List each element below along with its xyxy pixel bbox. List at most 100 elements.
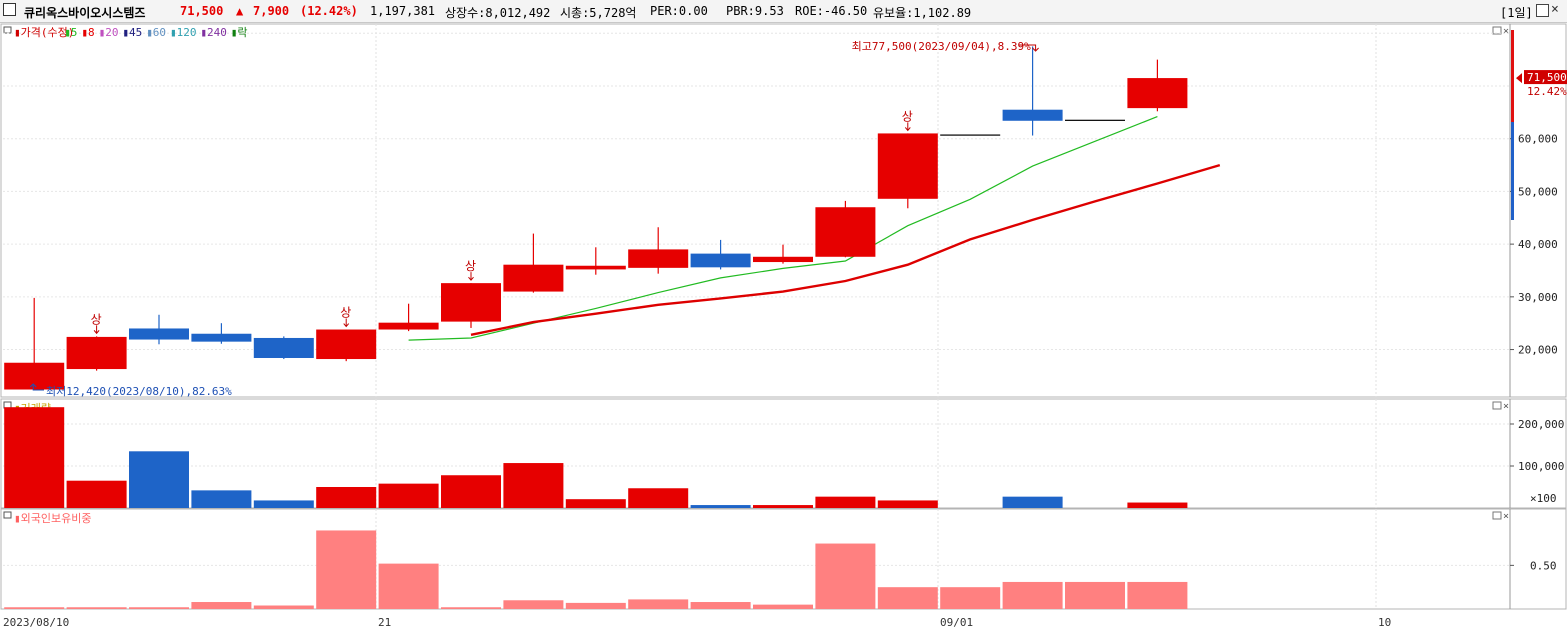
panel-collapse-icon[interactable] (3, 511, 12, 519)
panel-restore-icon[interactable] (1492, 511, 1502, 520)
candle-body[interactable] (503, 264, 564, 292)
volume-bar[interactable] (4, 407, 65, 508)
intensity-down-bar (1511, 122, 1514, 220)
candle-body[interactable] (1065, 119, 1125, 121)
foreign-ratio-bar[interactable] (378, 563, 439, 609)
legend-item[interactable]: ▮5 (64, 26, 77, 39)
price-change-pct: (12.42%) (300, 4, 358, 18)
close-icon[interactable]: × (1551, 2, 1559, 17)
candle-body[interactable] (690, 253, 751, 268)
candle-body[interactable] (877, 133, 938, 199)
legend-item[interactable]: ▮8 (81, 26, 94, 39)
y-tick-label: 40,000 (1518, 238, 1558, 251)
foreign-ratio-bar[interactable] (1127, 581, 1188, 609)
foreign-ratio-bar[interactable] (753, 604, 813, 609)
limit-up-label: 상 (91, 312, 102, 326)
maximize-icon[interactable] (1536, 4, 1549, 17)
ma8-line (470, 163, 1221, 336)
candle-body[interactable] (378, 322, 439, 330)
legend-item[interactable]: ▮240 (200, 26, 227, 39)
window-checkbox[interactable] (3, 3, 16, 16)
candle-body[interactable] (940, 134, 1001, 136)
limit-up-label: 상 (902, 109, 913, 123)
panel-close-icon[interactable]: × (1503, 511, 1509, 522)
retention-rate: 유보율:1,102.89 (873, 6, 972, 20)
volume-bar[interactable] (565, 499, 626, 508)
volume-bar[interactable] (753, 505, 813, 508)
foreign-ratio-bar[interactable] (815, 543, 876, 609)
per-value: PER:0.00 (650, 4, 708, 18)
change-arrow-icon: ▲ (236, 4, 244, 18)
y-tick-label: 200,000 (1518, 418, 1564, 431)
candle-body[interactable] (191, 333, 252, 342)
volume-bar[interactable] (815, 496, 876, 508)
intensity-up-bar (1511, 30, 1514, 122)
candle-body[interactable] (753, 256, 813, 263)
legend-item[interactable]: ▮120 (170, 26, 197, 39)
foreign-ratio-bar[interactable] (316, 530, 377, 609)
panel-collapse-icon[interactable] (3, 26, 12, 34)
volume-bar[interactable] (316, 487, 377, 508)
foreign-ratio-bar[interactable] (129, 607, 189, 609)
volume-bar[interactable] (690, 505, 751, 508)
legend-item[interactable]: ▮락 (231, 26, 248, 39)
foreign-ratio-bar[interactable] (66, 607, 127, 609)
volume-bar[interactable] (253, 500, 314, 508)
candle-body[interactable] (129, 328, 189, 340)
panel-close-icon[interactable]: × (1503, 401, 1509, 412)
volume-bar[interactable] (877, 500, 938, 508)
volume-bar[interactable] (129, 451, 189, 508)
limit-up-arrow-icon (468, 272, 474, 281)
foreign-ratio-bar[interactable] (940, 587, 1001, 609)
volume-bar[interactable] (628, 488, 689, 508)
foreign-ratio-bar[interactable] (1065, 581, 1125, 609)
panel-restore-icon[interactable] (1492, 26, 1502, 35)
foreign-ratio-bar[interactable] (565, 602, 626, 609)
x-tick-label: 10 (1378, 616, 1391, 629)
x-tick-label: 21 (378, 616, 391, 629)
candle-body[interactable] (628, 249, 689, 268)
foreign-ratio-bar[interactable] (628, 599, 689, 609)
candle-body[interactable] (1127, 78, 1188, 109)
candle-body[interactable] (66, 336, 127, 370)
candle-body[interactable] (441, 283, 501, 322)
foreign-ratio-bar[interactable] (253, 605, 314, 609)
foreign-ratio-bar[interactable] (690, 602, 751, 609)
x-tick-label: 09/01 (940, 616, 973, 629)
foreign-ratio-bar[interactable] (877, 587, 938, 609)
volume-bar[interactable] (503, 463, 564, 508)
panel-collapse-icon[interactable] (3, 401, 12, 409)
volume-bar[interactable] (1002, 496, 1063, 508)
volume-bar[interactable] (1127, 502, 1188, 508)
volume-bar[interactable] (378, 483, 439, 508)
volume-bar[interactable] (191, 490, 252, 508)
candle-body[interactable] (316, 329, 377, 360)
candle-body[interactable] (815, 207, 876, 257)
candle-body[interactable] (253, 337, 314, 358)
current-pct-label: 12.42% (1527, 85, 1567, 98)
foreign-ratio-bar[interactable] (1002, 581, 1063, 609)
candle-body[interactable] (565, 265, 626, 270)
foreign-ratio-bar[interactable] (441, 607, 501, 609)
candle-body[interactable] (1002, 109, 1063, 121)
legend-item[interactable]: ▮45 (122, 26, 142, 39)
period-selector[interactable]: [1일] (1500, 6, 1533, 20)
roe-value: ROE:-46.50 (795, 4, 868, 18)
trade-volume: 1,197,381 (370, 4, 436, 18)
panel-close-icon[interactable]: × (1503, 26, 1509, 37)
x-tick-label: 2023/08/10 (3, 616, 69, 629)
low-annotation: 최저12,420(2023/08/10),82.63% (46, 385, 232, 398)
legend-item[interactable]: ▮20 (99, 26, 119, 39)
listed-shares: 상장수:8,012,492 (445, 6, 551, 20)
foreign-ratio-bar[interactable] (191, 602, 252, 609)
panel-restore-icon[interactable] (1492, 401, 1502, 410)
y-tick-label: 60,000 (1518, 133, 1558, 146)
pbr-value: PBR:9.53 (726, 4, 784, 18)
legend-item[interactable]: ▮가격(수정) (14, 26, 74, 39)
foreign-legend[interactable]: ▮외국인보유비중 (14, 512, 91, 525)
legend-item[interactable]: ▮60 (146, 26, 166, 39)
foreign-ratio-bar[interactable] (503, 600, 564, 609)
volume-bar[interactable] (66, 480, 127, 508)
volume-bar[interactable] (441, 475, 501, 508)
foreign-ratio-bar[interactable] (4, 607, 65, 609)
